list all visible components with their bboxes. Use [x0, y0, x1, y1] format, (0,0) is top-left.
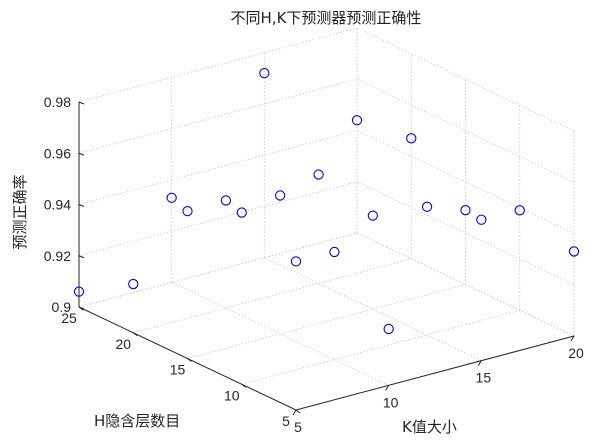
y-axis-label: H隐含层数目 [94, 412, 180, 430]
y-tick-label: 5 [282, 413, 290, 429]
y-tick-mark [132, 332, 138, 337]
data-point [460, 205, 471, 216]
grid-line [78, 130, 358, 205]
x-axis-line [295, 335, 575, 411]
y-tick-label: 20 [115, 336, 131, 352]
x-tick-mark [292, 409, 297, 416]
data-point [367, 210, 378, 221]
data-point [313, 169, 324, 180]
data-point [220, 195, 232, 206]
data-point [476, 214, 487, 225]
z-tick-label: 0.92 [44, 248, 71, 264]
y-tick-label: 15 [170, 362, 186, 378]
grid-line [187, 284, 466, 359]
z-tick-mark [78, 152, 85, 156]
data-point [236, 207, 247, 218]
grid-line [78, 27, 358, 103]
x-tick-label: 20 [568, 345, 584, 361]
y-tick-mark [187, 358, 192, 362]
z-tick-mark [78, 255, 85, 259]
grid-line [356, 130, 575, 234]
y-tick-mark [295, 409, 301, 414]
x-tick-mark [570, 335, 575, 342]
grid-line [133, 258, 412, 334]
data-point [128, 278, 139, 290]
x-tick-label: 15 [476, 370, 492, 386]
data-point [259, 68, 270, 79]
y-tick-label: 25 [61, 310, 77, 326]
x-tick-label: 10 [383, 394, 399, 410]
x-axis-label: K值大小 [402, 418, 457, 436]
grid-line [264, 257, 482, 362]
z-tick-mark [78, 101, 85, 105]
z-tick-label: 0.94 [44, 197, 71, 213]
data-point [329, 246, 340, 258]
grid-lines [78, 27, 575, 411]
data-point [351, 115, 363, 126]
y-tick-mark [241, 383, 247, 388]
y-tick-label: 10 [224, 387, 240, 403]
data-point [514, 205, 525, 216]
x-tick-mark [385, 385, 390, 391]
data-point [166, 192, 177, 203]
z-tick-label: 0.9 [52, 299, 72, 315]
chart-title: 不同H,K下预测器预测正确性 [231, 9, 422, 27]
z-tick-label: 0.98 [44, 94, 71, 110]
z-tick-label: 0.96 [44, 145, 71, 161]
x-tick-label: 5 [294, 419, 302, 435]
data-point [421, 201, 433, 212]
z-tick-mark [78, 204, 85, 207]
grid-line [78, 181, 358, 257]
data-point [275, 190, 286, 201]
grid-line [78, 78, 358, 154]
x-tick-mark [477, 360, 482, 366]
grid-line [78, 232, 358, 308]
data-point [182, 206, 193, 217]
grid-line [356, 232, 575, 337]
axes-frame [78, 102, 575, 411]
data-point [406, 133, 417, 144]
grid-line [356, 181, 575, 286]
data-point [290, 256, 302, 267]
data-point [383, 323, 394, 335]
data-points [73, 68, 580, 335]
z-tick-mark [78, 306, 85, 310]
grid-line [241, 309, 520, 385]
data-point [73, 286, 85, 297]
z-axis-label: 预测正确率 [11, 174, 29, 249]
tick-labels: 5 10 15 20 5 10 15 20 250.9 0.92 0.94 0.96 0.98 [44, 94, 584, 435]
grid-line [356, 27, 575, 132]
data-point [568, 246, 580, 257]
grid-line [356, 78, 575, 183]
